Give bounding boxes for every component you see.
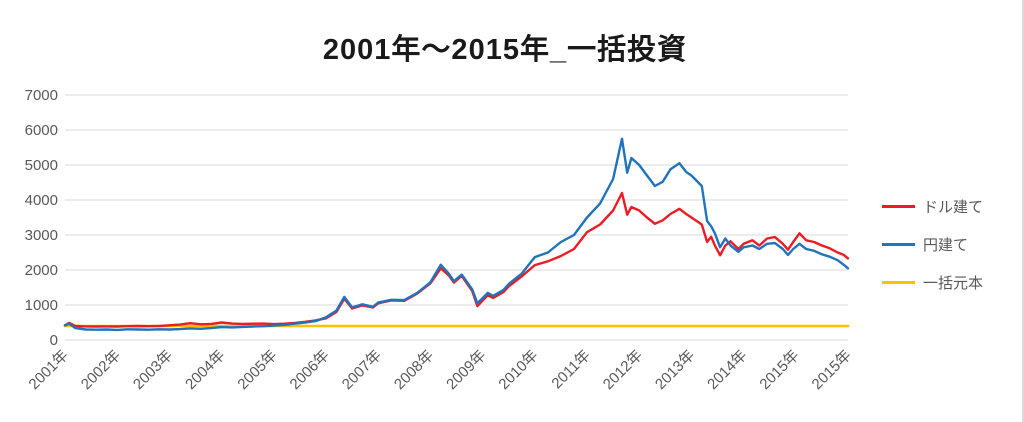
legend-label-yen: 円建て [923,237,969,254]
x-axis-tick-label: 2015年 [756,347,802,393]
legend: ドル建て 円建て 一括元本 [882,196,1012,293]
yen-line-swatch-icon [882,243,915,246]
y-axis-tick-label: 1000 [25,297,58,314]
x-axis-tick-label: 2004年 [182,347,228,393]
legend-item-yen: 円建て [882,234,1012,255]
x-axis-tick-label: 2013年 [652,347,698,393]
chart-title: 2001年〜2015年_一括投資 [322,34,688,66]
y-axis-tick-label: 4000 [25,192,58,209]
x-axis-tick-label: 2007年 [339,347,385,393]
y-axis-tick-label: 2000 [25,262,58,279]
legend-item-principal: 一括元本 [882,272,1012,293]
series-line-ドル建て [63,191,850,328]
x-axis-tick-label: 2014年 [704,347,750,393]
x-axis-tick-label: 2003年 [130,347,176,393]
x-axis-tick-label: 2010年 [495,347,541,393]
y-axis-tick-label: 5000 [25,157,58,174]
series-line-円建て [63,137,850,332]
x-axis-tick-label: 2011年 [548,347,593,392]
x-axis-tick-label: 2009年 [443,347,489,393]
x-axis-tick-label: 2005年 [234,347,280,393]
y-axis-tick-label: 6000 [25,122,58,139]
legend-item-dollar: ドル建て [882,196,1012,217]
dollar-line-swatch-icon [882,205,915,208]
legend-label-principal: 一括元本 [923,275,984,292]
y-axis-tick-label: 7000 [25,87,58,104]
x-axis-tick-label: 2001年 [26,347,72,393]
x-axis-tick-label: 2006年 [287,347,333,393]
y-axis-tick-label: 0 [50,332,58,349]
legend-label-dollar: ドル建て [923,199,984,216]
x-axis-tick-label: 2012年 [600,347,646,393]
y-axis-tick-label: 3000 [25,227,58,244]
principal-line-swatch-icon [882,281,915,284]
x-axis-tick-label: 2002年 [78,347,124,393]
x-axis-tick-label: 2008年 [391,347,437,393]
x-axis-tick-label: 2015年 [809,347,855,393]
